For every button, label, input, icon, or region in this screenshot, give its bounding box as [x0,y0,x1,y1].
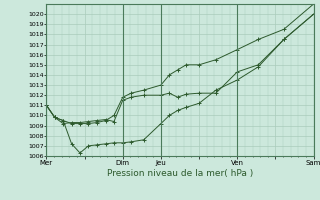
X-axis label: Pression niveau de la mer( hPa ): Pression niveau de la mer( hPa ) [107,169,253,178]
